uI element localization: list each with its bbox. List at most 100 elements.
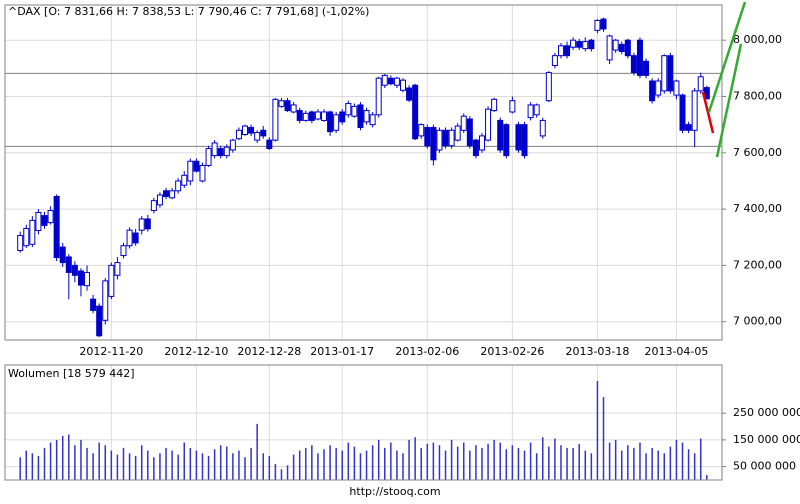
candle-body bbox=[266, 139, 273, 150]
volume-bar bbox=[669, 446, 672, 480]
candle-body bbox=[47, 210, 54, 224]
volume-bar bbox=[614, 439, 617, 480]
candle-body bbox=[472, 139, 479, 157]
candle-body bbox=[399, 79, 406, 91]
candle-body bbox=[260, 129, 267, 137]
volume-bar bbox=[657, 450, 659, 480]
candle-body bbox=[375, 77, 382, 116]
candle-body bbox=[636, 39, 643, 76]
volume-bar bbox=[341, 450, 343, 480]
volume-bar bbox=[511, 445, 514, 480]
candle-body bbox=[570, 39, 577, 48]
volume-bar bbox=[414, 437, 416, 480]
candle-body bbox=[667, 55, 674, 92]
volume-bar bbox=[274, 463, 277, 480]
volume-bar bbox=[523, 450, 526, 480]
volume-bar bbox=[390, 442, 392, 480]
candle-body bbox=[412, 84, 419, 140]
volume-bar bbox=[98, 442, 100, 480]
y-tick-label: 7 400,00 bbox=[733, 202, 782, 215]
x-tick-label: 2012-12-10 bbox=[164, 345, 228, 358]
candle-body bbox=[485, 108, 492, 141]
volume-bar bbox=[633, 447, 635, 480]
candle-body bbox=[618, 43, 625, 52]
candle-body bbox=[248, 126, 255, 134]
volume-bar bbox=[165, 447, 167, 480]
volume-bar bbox=[493, 439, 495, 480]
candle-body bbox=[533, 104, 540, 116]
volume-bar bbox=[244, 457, 246, 480]
candle-body bbox=[612, 39, 619, 51]
volume-bar bbox=[426, 443, 429, 480]
volume-bar bbox=[487, 443, 489, 480]
red-stroke bbox=[701, 91, 715, 134]
candle-body bbox=[436, 129, 443, 151]
candle-body bbox=[448, 129, 455, 147]
candle-body bbox=[321, 111, 328, 121]
volume-bar bbox=[86, 447, 88, 480]
volume-bar bbox=[699, 438, 702, 480]
panel-border bbox=[4, 4, 723, 341]
candle-body bbox=[29, 219, 36, 245]
candle-body bbox=[41, 215, 48, 226]
candle-body bbox=[59, 246, 66, 264]
volume-bar bbox=[359, 453, 362, 480]
volume-bar bbox=[450, 439, 453, 480]
volume-bar bbox=[578, 443, 580, 480]
volume-bar bbox=[347, 442, 350, 480]
x-tick-label: 2013-02-06 bbox=[395, 345, 459, 358]
candle-body bbox=[71, 264, 78, 276]
y-tick-label: 7 000,00 bbox=[733, 315, 782, 328]
candle-body bbox=[685, 124, 692, 131]
volume-bar bbox=[153, 457, 155, 480]
volume-bar bbox=[92, 453, 94, 480]
volume-bar bbox=[280, 469, 283, 480]
volume-bar bbox=[292, 454, 295, 480]
volume-bar bbox=[681, 442, 684, 480]
candle-body bbox=[594, 19, 601, 31]
candle-body bbox=[521, 124, 528, 157]
candle-body bbox=[90, 298, 97, 311]
volume-bar bbox=[104, 445, 107, 480]
volume-bar bbox=[329, 445, 331, 480]
candle-body bbox=[503, 124, 510, 157]
candle-body bbox=[229, 139, 236, 151]
candle-body bbox=[150, 200, 157, 212]
volume-bar bbox=[195, 450, 198, 480]
candle-body bbox=[96, 305, 103, 337]
candle-body bbox=[302, 112, 309, 121]
volume-bar bbox=[219, 445, 222, 480]
candle-body bbox=[308, 111, 315, 121]
candle-body bbox=[551, 55, 558, 67]
candle-body bbox=[697, 76, 704, 92]
volume-bar bbox=[620, 450, 623, 480]
volume-bar bbox=[19, 457, 21, 480]
volume-bar bbox=[128, 453, 131, 480]
candle-body bbox=[23, 228, 30, 247]
volume-bar bbox=[627, 445, 629, 480]
candle-body bbox=[363, 110, 370, 123]
candle-body bbox=[576, 41, 583, 48]
volume-bar bbox=[171, 450, 173, 480]
candle-body bbox=[661, 55, 668, 92]
candle-body bbox=[649, 80, 656, 102]
volume-bar bbox=[463, 442, 465, 480]
volume-bar bbox=[481, 447, 483, 480]
volume-bar bbox=[80, 439, 82, 480]
volume-bar bbox=[402, 453, 404, 480]
candle-body bbox=[187, 160, 194, 182]
candle-body bbox=[606, 35, 613, 61]
volume-bar bbox=[554, 438, 556, 480]
volume-bar bbox=[159, 453, 161, 480]
candle-body bbox=[381, 74, 388, 86]
volume-bar bbox=[238, 450, 240, 480]
candle-body bbox=[114, 262, 121, 276]
candle-body bbox=[35, 211, 42, 231]
volume-bar bbox=[584, 450, 587, 480]
candle-body bbox=[278, 100, 285, 107]
hand-drawn-lines bbox=[701, 1, 747, 158]
candle-body bbox=[193, 160, 200, 172]
volume-bar bbox=[201, 453, 204, 480]
volume-bar bbox=[608, 442, 611, 480]
volume-bar bbox=[262, 453, 264, 480]
